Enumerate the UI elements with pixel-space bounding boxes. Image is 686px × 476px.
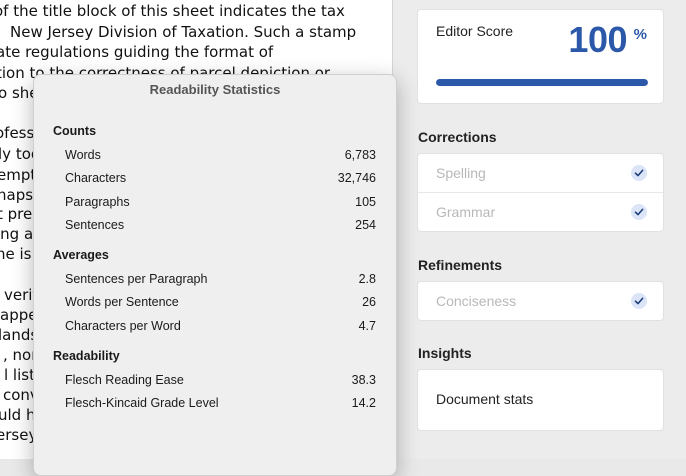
refinements-title: Refinements <box>418 257 503 273</box>
editor-score-progress-fill <box>436 79 648 86</box>
stat-value: 26 <box>362 295 376 309</box>
document-line: uld h <box>0 406 36 424</box>
editor-score-card[interactable]: Editor Score 100 % <box>417 9 664 104</box>
stat-value: 2.8 <box>358 272 376 286</box>
stat-value: 254 <box>355 218 376 232</box>
editor-score-progress-bar <box>436 79 648 86</box>
stat-label: Flesch Reading Ease <box>65 373 184 387</box>
document-line: t pre <box>0 205 33 223</box>
document-line: ing an <box>0 225 43 243</box>
stat-label: Words per Sentence <box>65 295 179 309</box>
stat-label: Words <box>65 148 101 162</box>
insights-title: Insights <box>418 345 472 361</box>
editor-score-unit: % <box>633 26 647 43</box>
readability-statistics-dialog: Readability Statistics Counts Words 6,78… <box>33 74 397 476</box>
readability-group-title: Readability <box>53 349 120 363</box>
document-line: appe <box>0 306 38 324</box>
corrections-item-spelling[interactable]: Spelling <box>418 154 663 192</box>
editor-pane: Editor Score 100 % Corrections Spelling … <box>393 0 686 459</box>
stat-label: Paragraphs <box>65 195 130 209</box>
stat-label: Characters per Word <box>65 319 181 333</box>
grammar-label: Grammar <box>436 204 496 220</box>
document-line: verif <box>4 286 38 304</box>
stat-label: Characters <box>65 171 127 185</box>
check-icon <box>631 293 647 309</box>
stat-value: 6,783 <box>344 148 376 162</box>
document-line: of the title block of this sheet indicat… <box>0 2 345 20</box>
stat-label: Sentences <box>65 218 125 232</box>
stat-label: Sentences per Paragraph <box>65 272 208 286</box>
stat-value: 105 <box>355 195 376 209</box>
stat-value: 32,746 <box>337 171 376 185</box>
corrections-card: Spelling Grammar <box>417 153 664 232</box>
editor-score-value: 100 <box>568 19 627 60</box>
document-line: New Jersey Division of Taxation. Such a … <box>10 23 357 41</box>
document-line: ate regulations guiding the format of <box>0 43 274 61</box>
document-line: lands <box>0 326 39 344</box>
corrections-title: Corrections <box>418 129 497 145</box>
document-line: conv <box>3 386 39 404</box>
stat-value: 38.3 <box>351 373 376 387</box>
stat-value: 14.2 <box>351 396 376 410</box>
dialog-title: Readability Statistics <box>149 82 281 97</box>
counts-group-title: Counts <box>53 124 97 138</box>
document-line: ersey <box>0 426 38 444</box>
corrections-item-grammar[interactable]: Grammar <box>418 192 663 231</box>
refinements-card: Conciseness <box>417 281 664 321</box>
editor-score-label: Editor Score <box>436 23 514 39</box>
check-icon <box>631 204 647 220</box>
document-stats-label: Document stats <box>436 391 534 407</box>
document-line: haps t <box>0 186 44 204</box>
stat-label: Flesch-Kincaid Grade Level <box>65 396 219 410</box>
document-line: ofessi <box>0 124 39 142</box>
document-line: ly too <box>0 145 41 163</box>
check-icon <box>631 165 647 181</box>
document-line: empt <box>0 166 37 184</box>
conciseness-label: Conciseness <box>436 293 517 309</box>
document-stats-card[interactable]: Document stats <box>417 369 664 431</box>
document-line: , nor <box>3 346 38 364</box>
spelling-label: Spelling <box>436 165 486 181</box>
refinements-item-conciseness[interactable]: Conciseness <box>418 282 663 320</box>
averages-group-title: Averages <box>53 248 109 262</box>
stat-value: 4.7 <box>358 319 376 333</box>
